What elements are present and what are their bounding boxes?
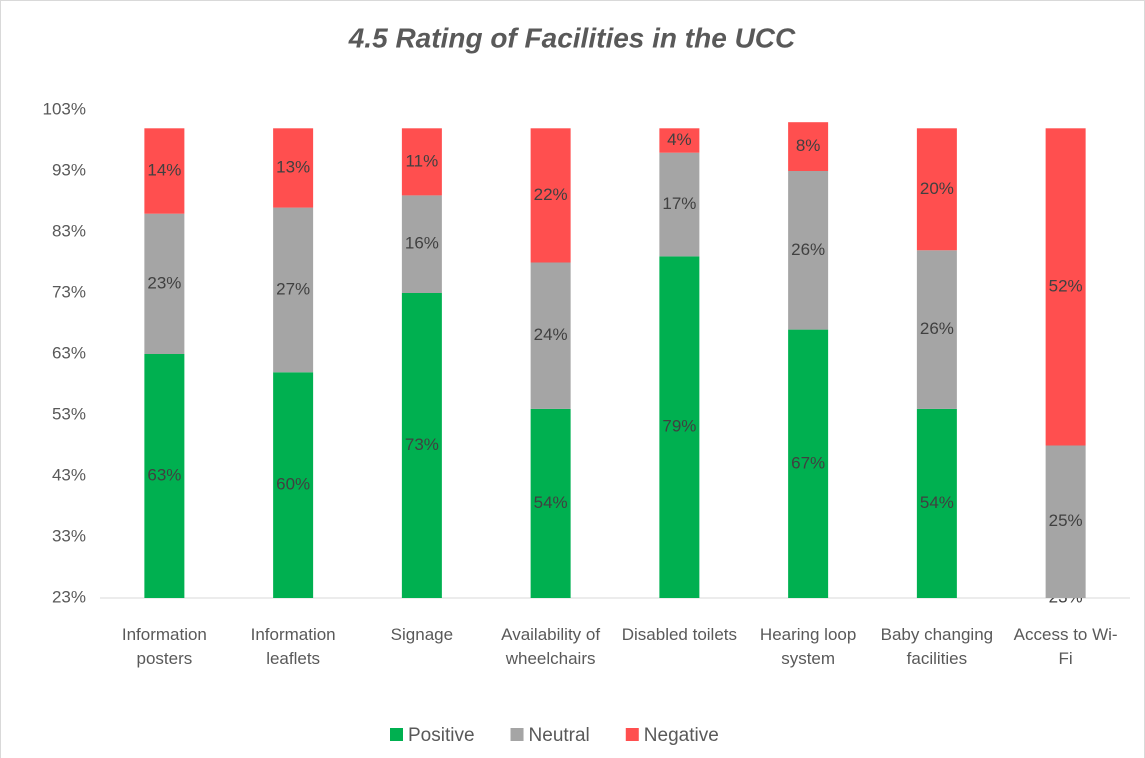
data-label: 67% <box>791 453 825 472</box>
data-label: 20% <box>920 179 954 198</box>
data-label: 60% <box>276 475 310 494</box>
legend-swatch <box>510 728 524 741</box>
bar-segment <box>144 354 185 598</box>
y-tick-label: 43% <box>52 465 86 484</box>
y-tick-label: 33% <box>52 526 86 545</box>
bar-segment <box>916 250 957 409</box>
x-tick-label: Information posters <box>121 625 207 668</box>
x-tick-label: Availability of wheelchairs <box>501 625 601 668</box>
bar-segment <box>273 372 314 598</box>
data-label: 24% <box>534 325 568 344</box>
data-label: 4% <box>667 130 692 149</box>
bar-segment <box>788 122 829 171</box>
data-label: 54% <box>534 493 568 512</box>
bar-segment <box>659 128 700 153</box>
data-label: 17% <box>662 194 696 213</box>
bar-segment <box>273 128 314 208</box>
bar-segment <box>1045 128 1086 446</box>
data-label: 11% <box>405 151 438 170</box>
y-tick-label: 53% <box>52 404 86 423</box>
bar-segment <box>273 207 314 373</box>
data-label: 22% <box>534 185 568 204</box>
y-tick-label: 93% <box>52 160 86 179</box>
x-tick-label: Access to Wi-Fi <box>1013 625 1118 668</box>
data-label: 73% <box>405 435 439 454</box>
data-label: 25% <box>1049 511 1083 530</box>
bar-segment <box>401 293 442 598</box>
y-tick-label: 83% <box>52 221 86 240</box>
y-tick-label: 23% <box>52 587 86 606</box>
x-tick-label: Baby changing facilities <box>880 625 994 668</box>
data-label: 63% <box>147 465 181 484</box>
y-tick-label: 73% <box>52 282 86 301</box>
bar-segment <box>144 128 185 214</box>
data-label: 14% <box>147 160 181 179</box>
bar-segment <box>659 256 700 598</box>
data-label: 8% <box>796 136 821 155</box>
bar-segment <box>144 213 185 354</box>
bar-segment <box>530 262 571 409</box>
bar-segment <box>659 152 700 257</box>
bar-segment <box>916 408 957 598</box>
legend-label: Positive <box>408 725 475 746</box>
bar-segment <box>530 408 571 598</box>
bar-segment <box>401 128 442 196</box>
data-label: 27% <box>276 279 310 298</box>
legend-swatch <box>390 728 403 741</box>
data-label: 26% <box>791 240 825 259</box>
x-tick-label: Signage <box>390 625 454 644</box>
bar-segment <box>788 329 829 598</box>
y-tick-label: 63% <box>52 343 86 362</box>
data-label: 26% <box>920 319 954 338</box>
data-label: 52% <box>1049 276 1083 295</box>
data-label: 54% <box>920 493 954 512</box>
bar-segment <box>1045 445 1086 598</box>
x-tick-label: Hearing loop system <box>759 625 857 668</box>
legend-label: Negative <box>644 725 719 746</box>
data-label: 16% <box>405 234 439 253</box>
legend-swatch <box>625 728 639 741</box>
y-tick-label: 103% <box>43 99 86 118</box>
data-label: 79% <box>662 417 696 436</box>
chart-title: 4.5 Rating of Facilities in the UCC <box>348 22 796 53</box>
bar-segment <box>788 171 829 330</box>
data-label: 23% <box>147 273 181 292</box>
data-label: 13% <box>276 157 310 176</box>
bar-segment <box>530 128 571 263</box>
bar-segment <box>401 195 442 293</box>
x-tick-label: Disabled toilets <box>621 625 738 644</box>
legend-label: Neutral <box>529 725 590 746</box>
bar-segment <box>916 128 957 251</box>
x-tick-label: Information leaflets <box>250 625 336 668</box>
